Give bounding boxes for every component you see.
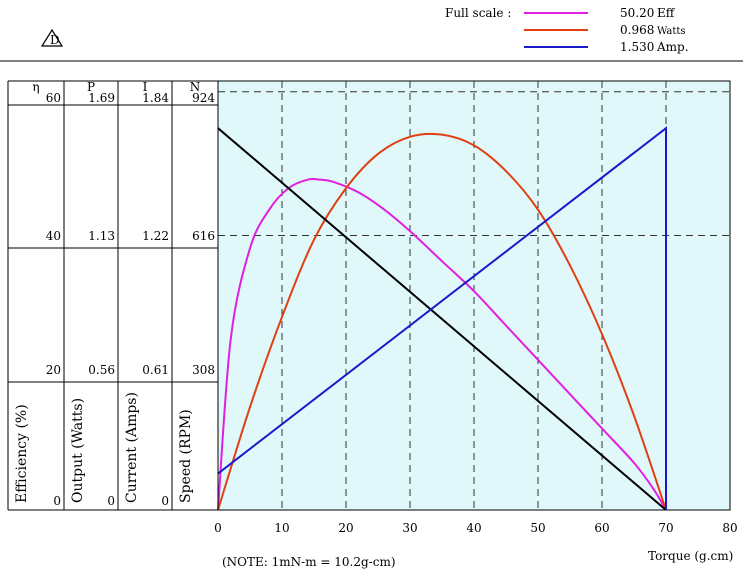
logo: D bbox=[40, 28, 64, 47]
table-value: 20 bbox=[46, 363, 61, 377]
unit-note: (NOTE: 1mN-m = 10.2g-cm) bbox=[222, 555, 396, 569]
x-tick-label: 30 bbox=[402, 521, 417, 535]
legend-unit-1: Watts bbox=[657, 26, 686, 37]
table-value: 1.22 bbox=[142, 229, 169, 243]
x-tick-label: 80 bbox=[722, 521, 737, 535]
scale-table: η Efficiency (%) P Output (Watts) I Current (… bbox=[7, 80, 219, 511]
x-tick-label: 20 bbox=[338, 521, 353, 535]
x-tick-label: 10 bbox=[274, 521, 289, 535]
x-tick-label: 40 bbox=[466, 521, 481, 535]
legend-unit-2: Amp. bbox=[656, 40, 689, 54]
table-axis-label: Efficiency (%) bbox=[14, 404, 30, 503]
table-value: 40 bbox=[46, 229, 61, 243]
x-tick-label: 50 bbox=[530, 521, 545, 535]
table-header-symbol: η bbox=[32, 80, 39, 94]
table-value: 308 bbox=[192, 363, 215, 377]
series-line-eff bbox=[217, 177, 667, 511]
table-value: 60 bbox=[46, 91, 61, 105]
table-value: 0.56 bbox=[88, 363, 115, 377]
x-axis: 0 10 20 30 40 50 60 70 80 bbox=[214, 521, 737, 535]
table-value: 1.13 bbox=[88, 229, 115, 243]
table-value: 0 bbox=[53, 494, 61, 508]
legend-value-1: 0.968 bbox=[620, 23, 654, 37]
table-header-symbol: P bbox=[87, 80, 95, 94]
table-value: 0 bbox=[161, 494, 169, 508]
x-tick-label: 70 bbox=[658, 521, 673, 535]
table-axis-label: Speed (RPM) bbox=[178, 409, 194, 503]
series-line-amp bbox=[217, 126, 667, 510]
table-value: 1.84 bbox=[142, 91, 169, 105]
table-value: 1.69 bbox=[88, 91, 115, 105]
table-axis-label: Current (Amps) bbox=[124, 392, 140, 503]
plot-background bbox=[217, 80, 731, 511]
table-value: 0 bbox=[107, 494, 115, 508]
table-value: 0.61 bbox=[142, 363, 169, 377]
logo-letter: D bbox=[50, 33, 60, 47]
legend-unit-0: Eff bbox=[657, 6, 676, 20]
table-value: 616 bbox=[192, 229, 215, 243]
x-tick-label: 0 bbox=[214, 521, 222, 535]
table-value: 924 bbox=[192, 91, 215, 105]
x-tick-label: 60 bbox=[594, 521, 609, 535]
series-line-watts bbox=[217, 132, 667, 511]
table-header-symbol: I bbox=[143, 80, 148, 94]
legend-value-2: 1.530 bbox=[620, 40, 654, 54]
table-axis-label: Output (Watts) bbox=[70, 398, 86, 503]
full-scale-label: Full scale : bbox=[445, 6, 511, 20]
legend-value-0: 50.20 bbox=[620, 6, 654, 20]
x-axis-label: Torque (g.cm) bbox=[648, 549, 733, 563]
plot-area bbox=[217, 80, 731, 511]
series-line-speed bbox=[217, 127, 667, 511]
table-header-symbol: N bbox=[190, 80, 201, 94]
